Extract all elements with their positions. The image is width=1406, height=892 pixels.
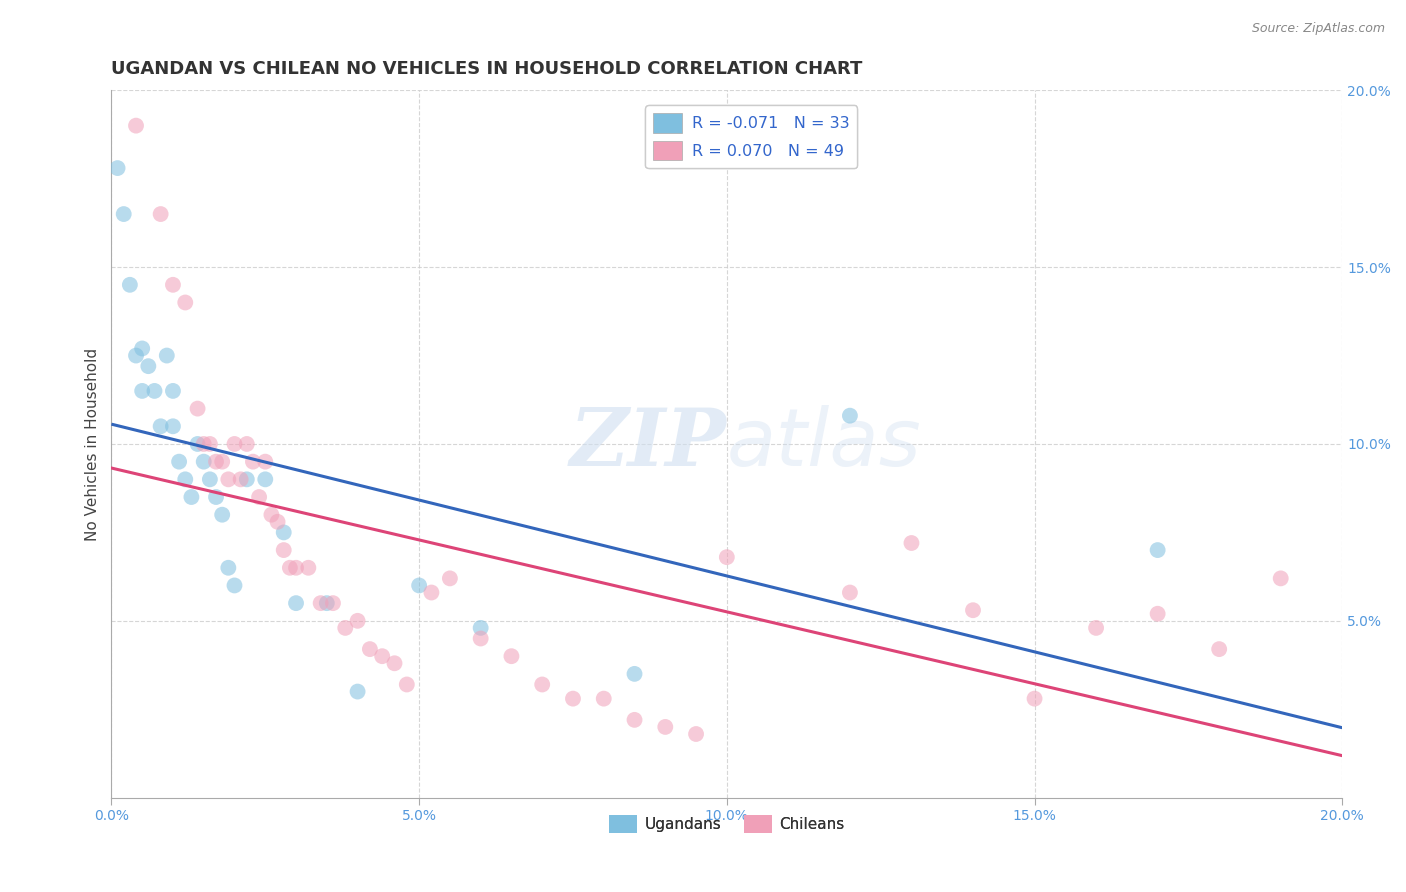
Point (1208, 642, 1230, 657)
Point (131, 342, 153, 356)
Point (900, 536, 922, 550)
Point (224, 578, 246, 592)
Point (285, 561, 308, 575)
Point (229, 472, 252, 486)
Point (685, 727, 707, 741)
Point (125, 349, 148, 363)
Point (217, 472, 239, 486)
Point (187, 437, 209, 451)
Point (112, 207, 135, 221)
Point (1146, 607, 1168, 621)
Point (211, 455, 233, 469)
Point (285, 596, 308, 610)
Point (1024, 691, 1046, 706)
Legend: Ugandans, Chileans: Ugandans, Chileans (603, 809, 851, 839)
Point (623, 666, 645, 681)
Y-axis label: No Vehicles in Household: No Vehicles in Household (86, 347, 100, 541)
Point (187, 401, 209, 416)
Point (174, 295, 197, 310)
Text: atlas: atlas (727, 405, 921, 483)
Point (242, 455, 264, 469)
Point (562, 691, 585, 706)
Point (217, 561, 239, 575)
Point (322, 596, 344, 610)
Point (359, 642, 381, 657)
Point (346, 684, 368, 698)
Point (198, 437, 221, 451)
Point (138, 359, 160, 373)
Point (167, 455, 190, 469)
Point (236, 437, 259, 451)
Point (205, 455, 228, 469)
Point (623, 713, 645, 727)
Point (198, 472, 221, 486)
Point (309, 596, 332, 610)
Point (174, 472, 197, 486)
Point (838, 585, 860, 599)
Point (254, 472, 277, 486)
Point (1085, 621, 1108, 635)
Point (297, 561, 319, 575)
Point (273, 543, 295, 558)
Point (211, 508, 233, 522)
Point (125, 119, 148, 133)
Point (501, 649, 523, 664)
Point (254, 455, 277, 469)
Text: UGANDAN VS CHILEAN NO VEHICLES IN HOUSEHOLD CORRELATION CHART: UGANDAN VS CHILEAN NO VEHICLES IN HOUSEH… (111, 60, 863, 78)
Point (180, 490, 202, 504)
Point (162, 277, 184, 292)
Point (395, 677, 418, 691)
Point (962, 603, 984, 617)
Point (193, 437, 215, 451)
Point (156, 349, 179, 363)
Point (838, 409, 860, 423)
Point (149, 419, 172, 434)
Point (315, 596, 337, 610)
Point (143, 384, 166, 398)
Point (162, 384, 184, 398)
Point (716, 550, 738, 565)
Point (118, 277, 141, 292)
Point (384, 657, 406, 671)
Point (224, 437, 246, 451)
Point (236, 472, 259, 486)
Point (273, 525, 295, 540)
Point (107, 161, 129, 175)
Point (1146, 543, 1168, 558)
Point (278, 561, 301, 575)
Point (205, 490, 228, 504)
Point (131, 384, 153, 398)
Point (162, 419, 184, 434)
Point (408, 578, 430, 592)
Point (346, 614, 368, 628)
Point (654, 720, 676, 734)
Point (439, 571, 461, 585)
Point (266, 515, 288, 529)
Point (193, 455, 215, 469)
Point (420, 585, 443, 599)
Point (531, 677, 554, 691)
Point (592, 691, 614, 706)
Point (470, 632, 492, 646)
Point (470, 621, 492, 635)
Point (1270, 571, 1292, 585)
Text: Source: ZipAtlas.com: Source: ZipAtlas.com (1251, 22, 1385, 36)
Point (371, 649, 394, 664)
Text: ZIP: ZIP (569, 405, 727, 483)
Point (260, 508, 283, 522)
Point (335, 621, 357, 635)
Point (149, 207, 172, 221)
Point (247, 490, 270, 504)
